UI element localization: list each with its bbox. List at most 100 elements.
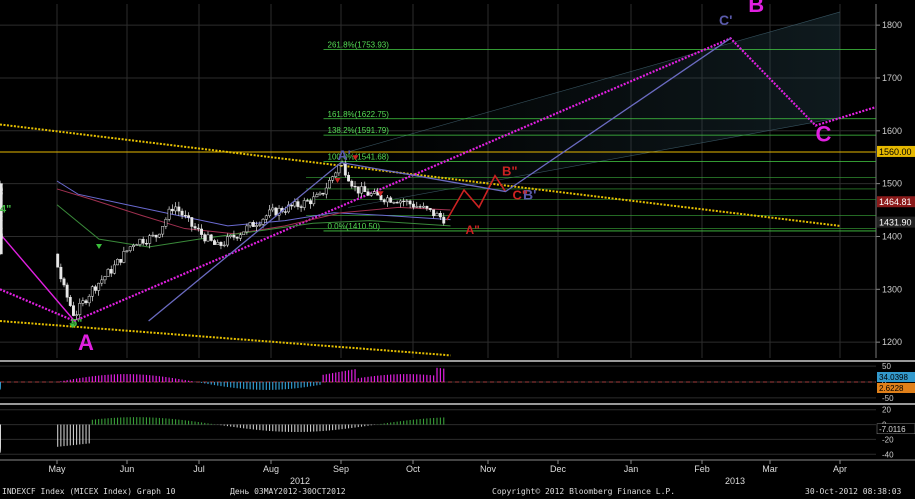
macd-readout-text: 34.0398 [879,373,908,382]
price-bar-body [229,235,233,237]
price-bar-body [318,192,322,195]
price-bar-body [103,276,107,281]
price-bar-body [268,209,272,217]
price-tick-label: 1200 [882,337,902,347]
price-label-box [877,196,915,208]
price-bar-body [283,211,287,213]
downtrend-upper-line [0,123,841,227]
price-bar-body [415,206,419,208]
price-bar-body [353,185,357,188]
price-bar-body [0,242,3,255]
price-bar-body [222,244,226,247]
price-bar-body [302,200,306,208]
price-bar-body [428,208,432,210]
price-bar-body [112,264,116,274]
price-bar-body [200,228,203,235]
macd-readout-box [877,372,915,382]
wave-label: C' [719,12,732,28]
price-bar-body [438,212,442,218]
price-label-text: 1560.00 [879,147,912,157]
price-bar-body [213,240,216,245]
price-bar-body [435,212,439,217]
footer-timestamp: 30-Oct-2012 08:38:03 [805,487,902,496]
price-bar-body [148,235,152,244]
osc-readout-box [876,423,915,435]
price-bar-body [154,234,158,238]
price-bar-body [78,303,82,315]
price-bar-body [242,231,246,235]
footer-security: INDEXCF Index (MICEX Index) Graph 10 [2,487,176,496]
price-bar-body [392,202,396,204]
wave-label: 4" [0,204,11,216]
macd-readout-text: 2.6228 [879,384,904,393]
price-bar-body [309,200,313,205]
channel-fill [348,11,840,208]
price-bar-body [206,234,210,242]
macd-readout-box [877,383,915,393]
price-bar-body [62,278,66,286]
x-tick-label: Jun [120,464,135,474]
price-bar-body [321,192,325,195]
price-bar-body [193,226,197,229]
price-tick-label: 1700 [882,73,902,83]
price-bar-body [328,180,331,189]
year-label: 2013 [725,476,745,486]
price-bar-body [174,206,178,212]
price-bar-body [84,300,88,304]
price-bar-body [132,244,135,247]
price-bar-body [187,215,191,218]
fib-level-label: 100.0%(1541.68) [328,153,390,162]
price-bar-body [219,241,223,246]
price-bar-body [167,208,171,220]
fib-level-label: 0.0%(1410.50) [328,222,381,231]
price-bar-body [376,191,380,196]
price-bar-body [68,297,72,306]
channel-lower-line [348,117,841,208]
projection-red-path [446,174,507,221]
year-label: 2012 [290,476,310,486]
x-tick-label: Aug [263,464,279,474]
price-bar-body [161,226,165,235]
price-bar-body [75,314,79,316]
channel-upper-line [348,11,841,153]
price-bar-body [138,238,142,245]
price-bar-body [116,259,119,266]
price-bar-body [87,295,91,304]
price-bar-body [0,216,3,221]
x-tick-label: Apr [833,464,847,474]
price-bar-body [0,183,3,188]
osc-tick-label: -40 [882,450,894,459]
projection-blue-path [148,37,731,322]
price-bar-body [109,269,113,274]
price-bar-body [177,206,181,212]
price-bar-body [255,225,259,227]
price-label-text: 1431.90 [879,218,912,228]
macd-tick-label: 50 [882,362,891,371]
price-bar-body [398,200,402,204]
macd-tick-label: 0 [882,378,887,387]
price-bar-body [245,225,249,233]
price-bar-body [408,200,412,205]
price-bar-body [379,194,383,201]
footer-copyright: Copyright© 2012 Bloomberg Finance L.P. [492,487,676,496]
price-bar-body [395,202,399,204]
wave-a-leg [0,233,76,322]
price-bar-body [170,208,174,212]
price-bar-body [405,200,409,202]
price-bar-body [271,207,275,211]
price-bar-body [347,174,351,182]
x-tick-label: Jan [624,464,639,474]
price-bar-body [203,234,207,242]
wave-label: A [78,330,94,355]
price-bar-body [264,215,268,220]
price-label-box [877,145,915,157]
x-tick-label: Jul [193,464,205,474]
price-bar-body [0,220,3,229]
price-bar-body [442,216,446,224]
price-bar-body [385,197,389,203]
price-bar-body [261,219,265,225]
price-bar-body [258,224,262,226]
price-bar-body [324,187,328,195]
price-bar-body [106,269,110,277]
